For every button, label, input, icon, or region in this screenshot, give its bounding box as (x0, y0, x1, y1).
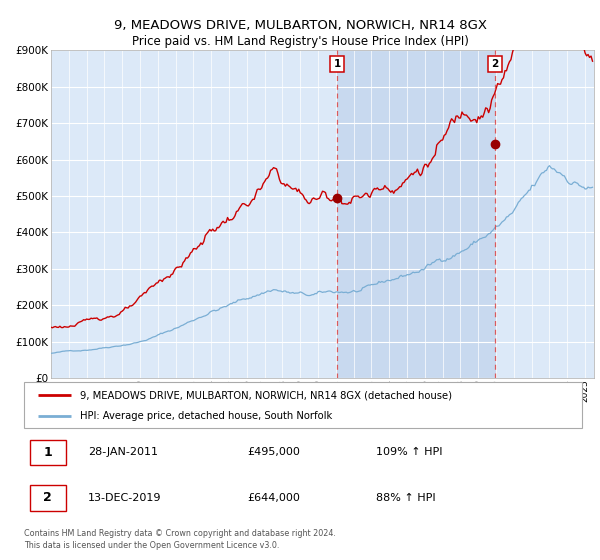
FancyBboxPatch shape (29, 485, 66, 511)
Text: 9, MEADOWS DRIVE, MULBARTON, NORWICH, NR14 8GX: 9, MEADOWS DRIVE, MULBARTON, NORWICH, NR… (113, 18, 487, 32)
Text: 13-DEC-2019: 13-DEC-2019 (88, 493, 161, 503)
Text: Price paid vs. HM Land Registry's House Price Index (HPI): Price paid vs. HM Land Registry's House … (131, 35, 469, 49)
Text: 28-JAN-2011: 28-JAN-2011 (88, 447, 158, 458)
Text: 109% ↑ HPI: 109% ↑ HPI (376, 447, 442, 458)
Text: 2: 2 (43, 491, 52, 504)
Text: HPI: Average price, detached house, South Norfolk: HPI: Average price, detached house, Sout… (80, 412, 332, 422)
Text: £495,000: £495,000 (247, 447, 300, 458)
Text: 2: 2 (491, 59, 499, 69)
FancyBboxPatch shape (24, 382, 582, 428)
Text: Contains HM Land Registry data © Crown copyright and database right 2024.
This d: Contains HM Land Registry data © Crown c… (24, 529, 336, 550)
Bar (337, 50, 495, 378)
Text: 1: 1 (334, 59, 341, 69)
Text: 9, MEADOWS DRIVE, MULBARTON, NORWICH, NR14 8GX (detached house): 9, MEADOWS DRIVE, MULBARTON, NORWICH, NR… (80, 390, 452, 400)
Text: £644,000: £644,000 (247, 493, 300, 503)
Text: 1: 1 (43, 446, 52, 459)
Text: 88% ↑ HPI: 88% ↑ HPI (376, 493, 435, 503)
FancyBboxPatch shape (29, 440, 66, 465)
